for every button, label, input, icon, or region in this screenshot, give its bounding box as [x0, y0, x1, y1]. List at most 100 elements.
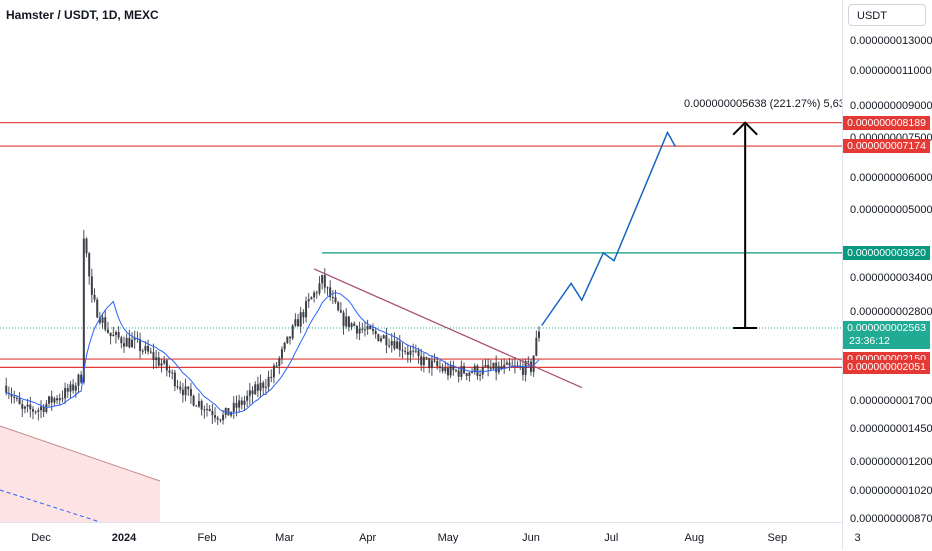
candle-body — [452, 365, 455, 371]
candle-body — [372, 328, 374, 331]
candle-body — [34, 411, 37, 413]
candle-body — [414, 350, 417, 352]
time-tick-label: Jun — [522, 532, 540, 544]
candle-body — [484, 364, 487, 367]
candle-body — [133, 338, 136, 340]
bar-countdown: 23:36:12 — [849, 335, 890, 348]
candle-body — [72, 384, 75, 391]
candle-body — [31, 409, 34, 412]
candle-body — [155, 357, 158, 360]
candle-body — [256, 384, 259, 391]
candle-body — [430, 360, 433, 369]
candle-body — [505, 362, 508, 365]
candle-body — [302, 312, 305, 318]
short-position-zone — [0, 426, 160, 522]
candle-body — [382, 335, 385, 339]
candle-body — [310, 297, 313, 300]
candle-body — [222, 414, 225, 421]
candle-body — [93, 294, 96, 300]
candle-body — [388, 345, 391, 347]
level-price-tag: 0.000000002051 — [843, 360, 930, 375]
candle-body — [160, 363, 163, 366]
candle-body — [345, 316, 348, 327]
candle-body — [5, 385, 8, 393]
candle-body — [438, 366, 441, 368]
candle-body — [294, 319, 297, 326]
candle-body — [157, 357, 160, 366]
candle-body — [184, 386, 187, 396]
time-tick-label: Aug — [684, 532, 705, 544]
price-axis[interactable] — [842, 0, 932, 550]
candle-body — [112, 334, 115, 337]
candle-body — [280, 349, 283, 359]
time-tick-label: Feb — [197, 532, 217, 544]
candle-body — [163, 360, 166, 364]
price-chart[interactable] — [0, 0, 842, 522]
measure-label: 0.000000005638 (221.27%) 5,638 — [684, 98, 851, 110]
candle-body — [58, 398, 61, 401]
candle-body — [433, 360, 436, 362]
candle-body — [123, 343, 125, 347]
candle-body — [307, 299, 310, 302]
candle-body — [361, 328, 364, 330]
candle-body — [195, 405, 198, 407]
chart-area[interactable] — [0, 0, 842, 522]
candle-body — [291, 325, 294, 339]
candle-body — [48, 396, 51, 404]
candle-body — [334, 297, 337, 303]
candle-body — [374, 330, 377, 335]
candle-body — [500, 366, 503, 369]
candle-body — [69, 384, 72, 392]
candle-body — [64, 388, 67, 399]
candle-body — [380, 338, 383, 342]
price-tick-label: 0.000000006000 — [850, 171, 932, 184]
candle-body — [363, 329, 366, 331]
candle-body — [272, 365, 275, 378]
time-axis[interactable] — [0, 522, 842, 551]
candle-body — [37, 410, 40, 412]
candle-body — [208, 408, 211, 412]
candle-body — [532, 355, 535, 372]
time-tick-label: Apr — [359, 532, 377, 544]
candle-body — [168, 370, 171, 373]
candle-body — [248, 390, 251, 396]
candle-body — [329, 287, 332, 298]
candle-body — [535, 337, 538, 356]
candle-body — [353, 323, 356, 326]
price-tick-label: 0.000000011000 — [850, 64, 932, 77]
candle-body — [326, 287, 329, 289]
candle-body — [197, 401, 200, 407]
currency-selector[interactable]: USDT — [848, 4, 926, 26]
candle-body — [187, 386, 190, 390]
candle-body — [149, 351, 152, 353]
candle-body — [465, 373, 468, 376]
candle-body — [42, 406, 45, 412]
price-tick-label: 0.000000005000 — [850, 203, 932, 216]
candle-body — [18, 398, 21, 405]
descending-trendline — [313, 268, 583, 389]
candle-body — [455, 370, 457, 372]
candle-body — [473, 365, 476, 373]
projection-path — [541, 130, 677, 326]
candle-body — [468, 372, 471, 376]
candle-body — [404, 350, 407, 352]
candle-body — [422, 356, 425, 366]
candle-body — [377, 334, 380, 342]
dashed-line — [0, 489, 101, 522]
candle-body — [492, 362, 495, 369]
candle-body — [393, 341, 396, 349]
price-tick-label: 0.000000013000 — [850, 35, 932, 47]
candle-body — [457, 370, 460, 377]
candle-body — [471, 372, 474, 374]
candle-body — [305, 301, 308, 318]
candle-body — [29, 404, 32, 410]
candle-body — [487, 364, 490, 369]
candle-body — [53, 398, 56, 403]
candle-body — [147, 345, 150, 352]
candle-body — [278, 358, 281, 366]
price-tick-label: 0.000000009000 — [850, 100, 932, 112]
candle-body — [369, 326, 372, 329]
candle-body — [321, 275, 324, 284]
candle-body — [503, 364, 506, 369]
candle-body — [176, 386, 179, 388]
